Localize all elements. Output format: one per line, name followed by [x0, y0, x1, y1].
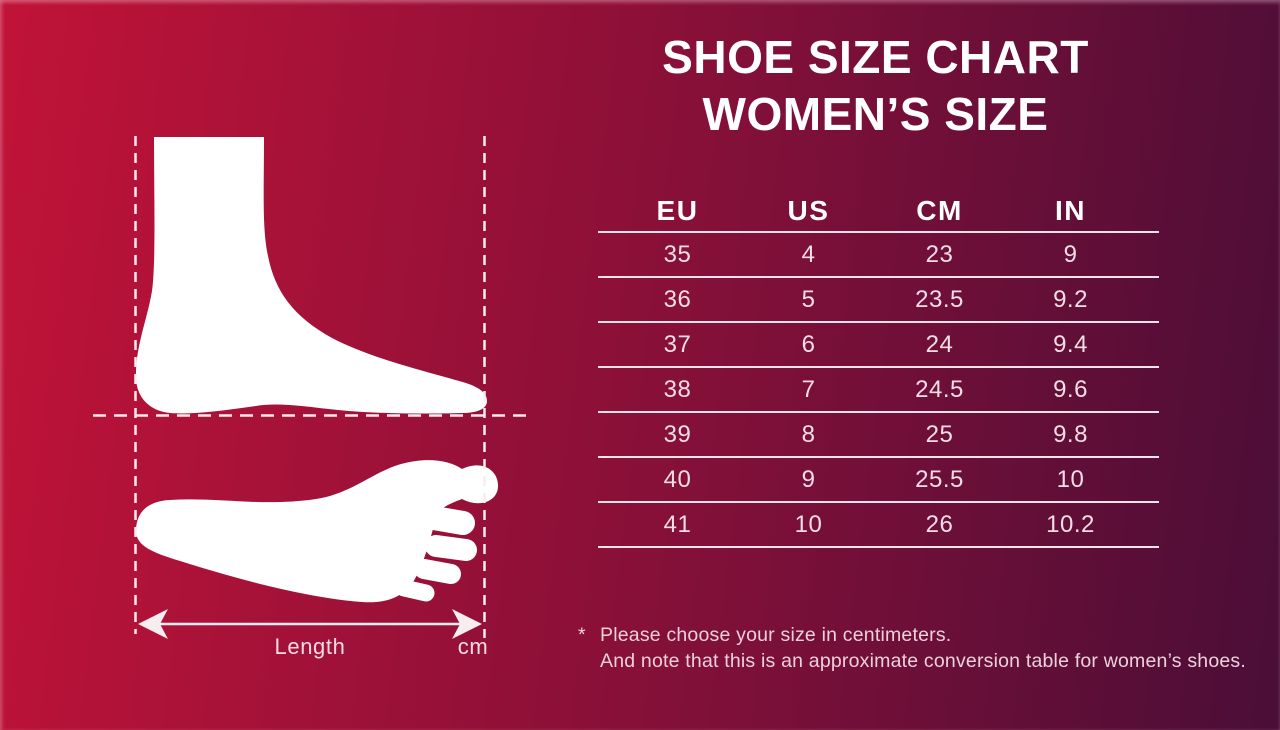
foot-side-illustration: [135, 137, 488, 414]
table-row: 35 4 23 9: [598, 233, 1159, 278]
table-header-row: EU US CM IN: [598, 192, 1159, 233]
footnote: * Please choose your size in centimeters…: [578, 622, 1268, 674]
table-cell: 9.8: [1053, 421, 1088, 448]
table-cell: 6: [801, 331, 816, 358]
table-cell: 39: [663, 421, 692, 448]
table-cell: 23: [925, 241, 954, 268]
page-title: SHOE SIZE CHART WOMEN’S SIZE: [570, 29, 1181, 143]
table-cell: 7: [801, 376, 816, 403]
footprint-toe-4: [414, 559, 461, 584]
table-cell: 24.5: [915, 376, 964, 403]
unit-label: cm: [457, 634, 489, 659]
table-cell: 41: [663, 511, 692, 538]
table-cell: 9: [1063, 241, 1078, 268]
table-cell: 8: [801, 421, 816, 448]
foot-measurement-diagram: [93, 136, 527, 639]
title-line-1: SHOE SIZE CHART: [662, 31, 1089, 83]
table-cell: 35: [663, 241, 692, 268]
table-cell: 9.4: [1053, 331, 1088, 358]
table-cell: 9.6: [1053, 376, 1088, 403]
table-cell: 36: [663, 286, 692, 313]
table-cell: 25.5: [915, 466, 964, 493]
footnote-marker: *: [578, 624, 586, 646]
table-cell: 9: [801, 466, 816, 493]
table-row: 41 10 26 10.2: [598, 503, 1159, 548]
table-cell: 25: [925, 421, 954, 448]
length-arrow-head-left: [138, 609, 168, 639]
footprint-illustration: [136, 460, 499, 603]
table-cell: 37: [663, 331, 692, 358]
table-cell: 10: [1056, 466, 1085, 493]
table-cell: 26: [925, 511, 954, 538]
footprint-toe-5: [395, 579, 435, 602]
title-line-2: WOMEN’S SIZE: [702, 88, 1049, 140]
table-cell: 10.2: [1046, 511, 1095, 538]
table-cell: 23.5: [915, 286, 964, 313]
column-header: US: [787, 195, 830, 226]
footnote-line-1: Please choose your size in centimeters.: [600, 624, 952, 646]
table-cell: 24: [925, 331, 954, 358]
table-row: 39 8 25 9.8: [598, 413, 1159, 458]
table-cell: 4: [801, 241, 816, 268]
size-table: EU US CM IN 35 4 23 9 36 5 23.5 9.2 37 6 24 9.4 38 7 24.5 9…: [598, 192, 1159, 548]
table-row: 38 7 24.5 9.6: [598, 368, 1159, 413]
column-header: EU: [656, 195, 699, 226]
table-row: 37 6 24 9.4: [598, 323, 1159, 368]
table-row: 40 9 25.5 10: [598, 458, 1159, 503]
table-cell: 40: [663, 466, 692, 493]
footprint-toe-2: [422, 506, 475, 535]
length-arrow-head-right: [452, 609, 482, 639]
table-cell: 10: [794, 511, 823, 538]
table-cell: 5: [801, 286, 816, 313]
footprint-toe-3: [425, 535, 477, 561]
column-header: CM: [916, 195, 963, 226]
column-header: IN: [1055, 195, 1086, 226]
table-row: 36 5 23.5 9.2: [598, 278, 1159, 323]
footnote-line-2: And note that this is an approximate con…: [600, 650, 1246, 672]
table-cell: 9.2: [1053, 286, 1088, 313]
table-cell: 38: [663, 376, 692, 403]
length-label: Length: [274, 634, 346, 659]
